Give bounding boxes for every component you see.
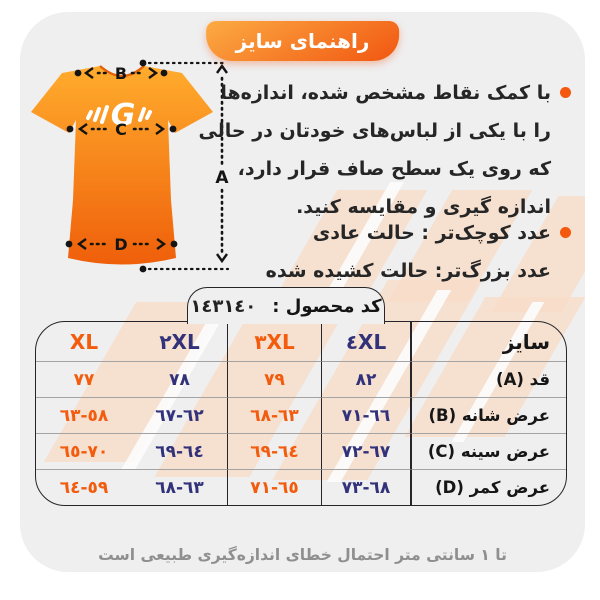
row-label-chest: عرض سینه (C)	[411, 433, 566, 469]
product-code-label: کد محصول :	[272, 295, 382, 317]
tshirt-shape	[31, 66, 213, 265]
page-title: راهنمای سایز	[205, 21, 400, 61]
bullet-dot-icon	[560, 87, 571, 98]
product-code-box: کد محصول : ١٤٣١٤٠	[187, 287, 385, 324]
row-label-waist: عرض کمر (D)	[411, 469, 566, 505]
size-table: سایز ٤XL ٣XL ٢XL XL قد (A) ٨٢ ٧٩ ٧٨ ٧٧ ع…	[35, 321, 567, 506]
table-header-3xl: ٣XL	[228, 322, 322, 361]
cell-waist-xl: ٥٩-٦٤	[36, 469, 132, 505]
cell-waist-4xl: ٦٨-٧٣	[322, 469, 411, 505]
table-header-xl: XL	[69, 329, 99, 354]
table-header-size: سایز	[411, 322, 566, 361]
bullet-dot-icon	[560, 227, 571, 238]
cell-shoulder-xl: ٥٨-٦٣	[36, 397, 132, 433]
instruction-line: عدد بزرگ‌تر: حالت کشیده شده	[265, 260, 551, 282]
cell-chest-xl: ٧٠-٦٥	[36, 433, 132, 469]
measure-arrow-d	[65, 238, 178, 250]
instruction-line: عدد کوچک‌تر : حالت عادی	[312, 222, 551, 244]
collar-line	[99, 65, 145, 78]
instruction-line: اندازه گیری و مقایسه کنید.	[296, 196, 551, 218]
brand-logo-icon	[86, 105, 152, 124]
cell-shoulder-2xl: ٦٢-٦٧	[132, 397, 228, 433]
cell-chest-3xl: ٦٤-٦٩	[228, 433, 322, 469]
cell-height-4xl: ٨٢	[322, 361, 411, 397]
brand-logo-letter: G	[111, 98, 136, 133]
table-header-4xl: ٤XL	[322, 322, 411, 361]
cell-waist-3xl: ٦٥-٧١	[228, 469, 322, 505]
measure-label-c: C	[115, 120, 127, 139]
tshirt-diagram: G B C	[31, 59, 230, 273]
row-label-shoulder: عرض شانه (B)	[411, 397, 566, 433]
measure-arrow-b	[74, 67, 168, 79]
measure-arrow-c	[66, 123, 177, 135]
cell-height-xl: ٧٧	[36, 361, 132, 397]
table-header-2xl: ٢XL	[132, 322, 228, 361]
instruction-block-2: عدد کوچک‌تر : حالت عادی عدد بزرگ‌تر: حال…	[266, 214, 571, 290]
measure-label-d: D	[114, 235, 127, 254]
cell-shoulder-4xl: ٦٦-٧١	[322, 397, 411, 433]
measure-label-b: B	[115, 64, 127, 83]
cell-waist-2xl: ٦٣-٦٨	[132, 469, 228, 505]
size-guide-card: راهنمای سایز G	[20, 12, 585, 572]
measurement-error-note: تا ١ سانتی متر احتمال خطای اندازه‌گیری ط…	[98, 546, 507, 564]
instruction-line: با کمک نقاط مشخص شده، اندازه‌ها	[220, 82, 551, 104]
product-code-value: ١٤٣١٤٠	[190, 295, 257, 317]
cell-shoulder-3xl: ٦٣-٦٨	[228, 397, 322, 433]
cell-height-2xl: ٧٨	[132, 361, 228, 397]
cell-chest-2xl: ٦٤-٦٩	[132, 433, 228, 469]
measure-label-a: A	[215, 168, 229, 188]
measure-arrow-a	[139, 59, 230, 273]
cell-height-3xl: ٧٩	[228, 361, 322, 397]
instruction-block-1: با کمک نقاط مشخص شده، اندازه‌ها را با یک…	[198, 74, 571, 226]
row-label-height: قد (A)	[411, 361, 566, 397]
cell-chest-4xl: ٦٧-٧٢	[322, 433, 411, 469]
instruction-line: که روی یک سطح صاف قرار دارد،	[237, 158, 551, 180]
instruction-line: را با یکی از لباس‌های خودتان در حالی	[198, 120, 551, 142]
